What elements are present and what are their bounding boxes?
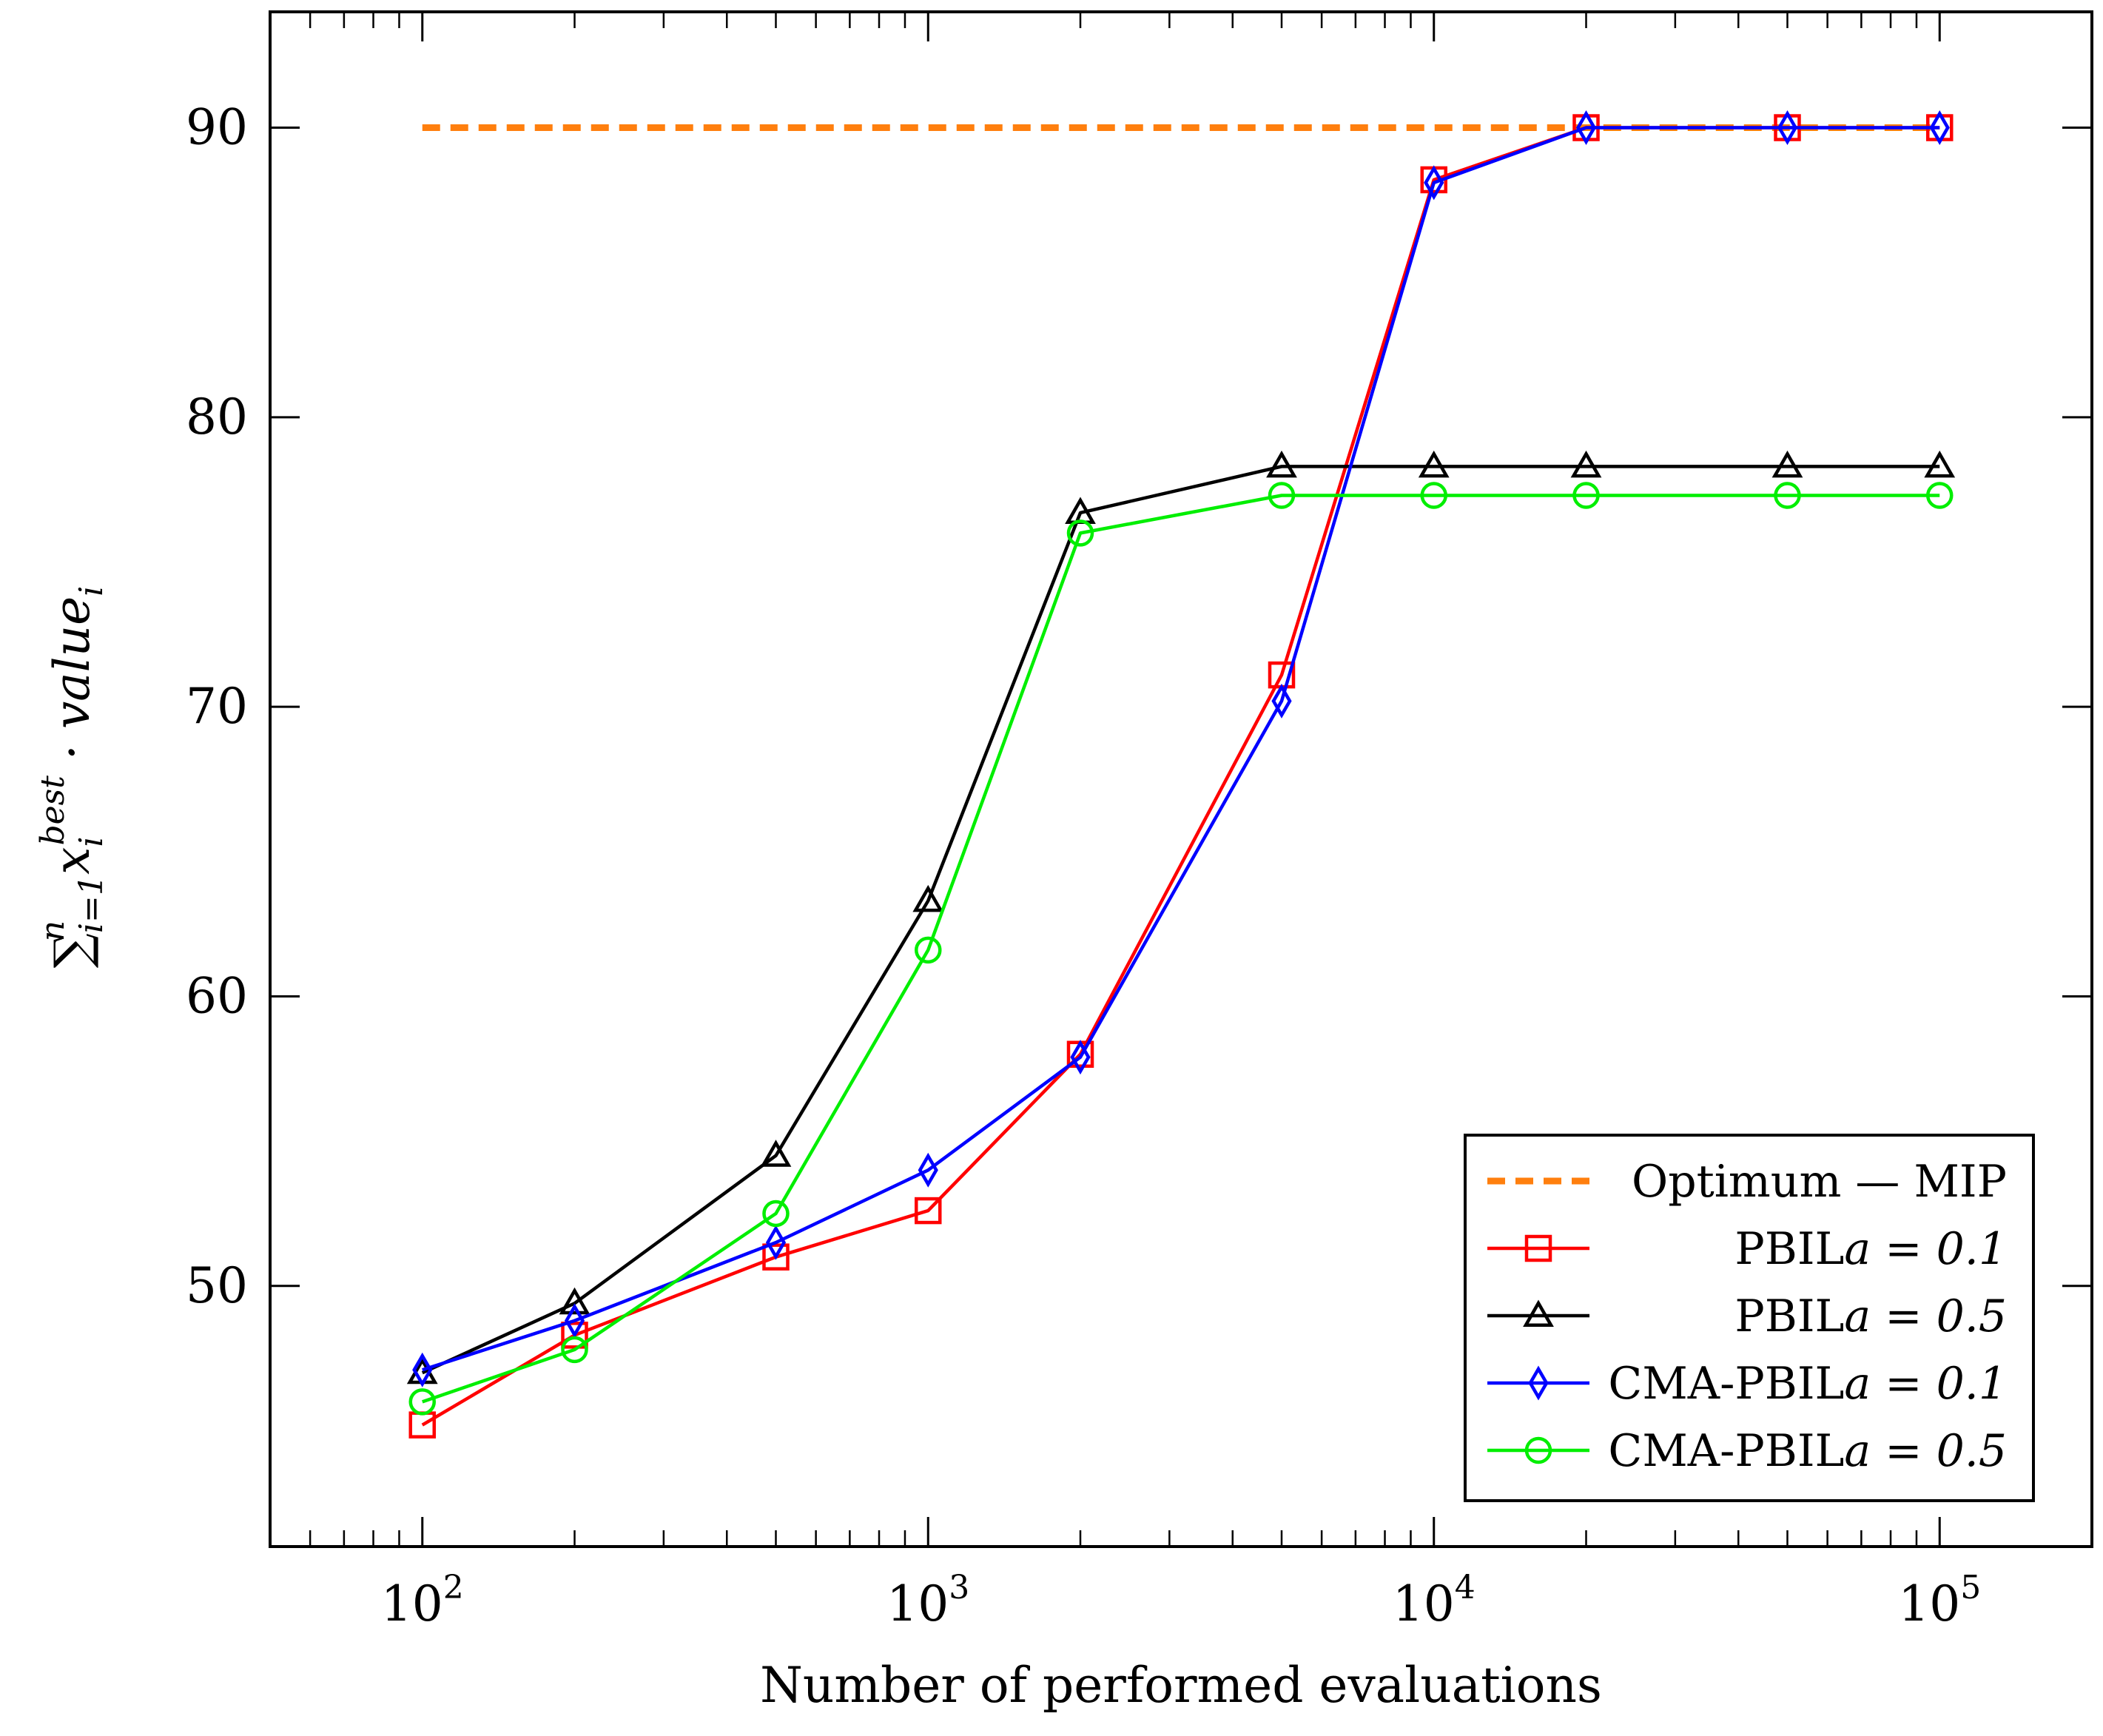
x-tick-label: 103 — [886, 1569, 969, 1632]
data-point — [1777, 110, 1798, 146]
series-4 — [408, 482, 1954, 1416]
legend-swatch-marker — [1524, 1436, 1552, 1464]
major-ticks — [270, 12, 2092, 1547]
legend-label: PBILa = 0.5 — [1734, 1291, 2007, 1342]
y-label-x-sub: i — [73, 837, 110, 847]
x-tick-base: 10 — [381, 1575, 443, 1632]
data-point — [561, 1336, 588, 1364]
data-point — [1266, 450, 1297, 478]
legend-series-param: a = 0.5 — [1844, 1291, 2007, 1342]
y-label-sum: ∑ — [44, 933, 101, 968]
series-line — [421, 465, 1940, 1375]
data-point — [765, 1225, 787, 1260]
data-point — [561, 1322, 588, 1349]
data-point — [1570, 450, 1602, 478]
y-label-x-sup: best — [34, 776, 72, 846]
x-tick-exponent: 2 — [443, 1569, 464, 1607]
x-tick-exponent: 5 — [1960, 1569, 1981, 1607]
data-point — [408, 1388, 437, 1416]
legend-item: CMA-PBILa = 0.1 — [1487, 1358, 2007, 1410]
y-label-value: · value — [44, 596, 101, 776]
legend-swatch-marker — [1528, 1365, 1549, 1401]
legend-item: Optimum — MIP — [1487, 1156, 2007, 1208]
data-point — [1070, 1040, 1091, 1075]
data-point — [762, 1200, 790, 1228]
data-point — [1268, 482, 1296, 509]
data-point — [912, 884, 944, 912]
data-point — [1420, 482, 1447, 509]
y-tick-labels: 50 60 70 80 90 — [186, 99, 248, 1314]
legend-label: CMA-PBILa = 0.1 — [1608, 1358, 2007, 1410]
y-label-sub: i=1 — [73, 875, 110, 933]
minor-ticks — [269, 12, 2093, 1547]
x-tick-labels: 102 103 104 105 — [381, 1569, 1981, 1632]
legend-series-name: CMA-PBIL — [1608, 1425, 1844, 1477]
data-point — [1575, 110, 1597, 146]
x-tick-label: 102 — [381, 1569, 464, 1632]
legend-series-param: a = 0.1 — [1844, 1358, 2007, 1410]
legend-series-name: PBIL — [1734, 1223, 1844, 1275]
y-tick-label: 60 — [186, 967, 248, 1024]
legend-label: PBILa = 0.1 — [1734, 1223, 2007, 1275]
legend-item: PBILa = 0.1 — [1487, 1223, 2007, 1275]
legend-series-param: a = 0.5 — [1844, 1425, 2007, 1477]
legend-label: CMA-PBILa = 0.5 — [1608, 1425, 2007, 1477]
data-point — [760, 1140, 792, 1167]
data-point — [915, 1197, 942, 1225]
legend-series-param: a = 0.1 — [1844, 1223, 2007, 1275]
data-point — [412, 1352, 433, 1387]
x-tick-base: 10 — [1393, 1575, 1455, 1632]
y-label-sup-n: n — [34, 921, 72, 941]
legend-swatch-marker — [1524, 1234, 1552, 1262]
data-point — [762, 1243, 790, 1271]
legend-series-name: Optimum — MIP — [1632, 1156, 2007, 1208]
data-point — [915, 936, 942, 964]
legend-swatch-marker — [1523, 1299, 1554, 1327]
plot-frame — [269, 10, 2093, 1548]
data-point — [564, 1303, 585, 1339]
x-tick-exponent: 3 — [949, 1569, 969, 1607]
data-point — [1924, 450, 1956, 478]
data-point — [559, 1287, 590, 1315]
data-point — [1572, 482, 1600, 509]
y-label-tail-sub: i — [73, 586, 110, 596]
x-tick-base: 10 — [1898, 1575, 1960, 1632]
data-point — [1929, 110, 1950, 146]
data-point — [1424, 165, 1444, 201]
legend-series-name: CMA-PBIL — [1608, 1358, 1844, 1410]
y-tick-label: 50 — [186, 1257, 248, 1314]
legend-series-name: PBIL — [1734, 1291, 1844, 1342]
y-axis-label: ∑i=1nxibest · valuei — [34, 586, 110, 969]
svg-text:∑i=1nxibest · valuei: ∑i=1nxibest · valuei — [34, 586, 110, 969]
legend-label: Optimum — MIP — [1632, 1156, 2007, 1208]
data-point — [1774, 482, 1801, 509]
data-point — [1418, 450, 1450, 478]
legend-item: PBILa = 0.5 — [1487, 1291, 2007, 1342]
y-label-x: x — [44, 847, 101, 875]
data-point — [1066, 519, 1094, 547]
data-point — [1271, 683, 1292, 719]
legend-item: CMA-PBILa = 0.5 — [1487, 1425, 2007, 1477]
series-layer — [406, 110, 1956, 1439]
data-point — [918, 1152, 938, 1188]
x-axis-label: Number of performed evaluations — [760, 1657, 1602, 1714]
data-point — [1925, 482, 1954, 509]
data-point — [1771, 450, 1803, 478]
x-tick-label: 104 — [1393, 1569, 1476, 1632]
x-tick-label: 105 — [1898, 1569, 1981, 1632]
y-tick-label: 80 — [186, 388, 248, 445]
y-tick-label: 90 — [186, 99, 248, 156]
x-tick-base: 10 — [886, 1575, 949, 1632]
x-tick-exponent: 4 — [1455, 1569, 1476, 1607]
series-line — [422, 494, 1940, 1404]
y-tick-label: 70 — [186, 678, 248, 735]
legend-box — [1464, 1134, 2035, 1502]
